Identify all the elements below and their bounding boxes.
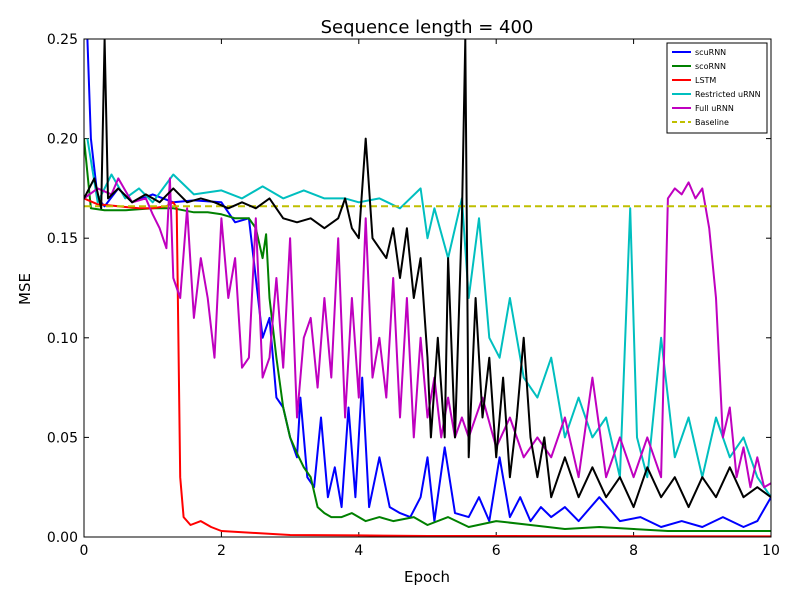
legend: scuRNN scoRNN LSTM Restricted uRNN Full uRNN… <box>666 42 768 134</box>
y-tick-label: 0.00 <box>47 530 78 546</box>
y-axis-label: MSE <box>16 273 34 305</box>
legend-entry-label: LSTM <box>695 76 716 85</box>
plot-frame <box>83 38 772 538</box>
legend-entry-label: Full uRNN <box>695 104 734 113</box>
legend-entry-label: Baseline <box>695 118 729 127</box>
series-group <box>84 39 771 537</box>
y-tick-label: 0.25 <box>47 32 78 48</box>
y-tick-label: 0.05 <box>47 430 78 446</box>
series-line-lstm <box>84 197 771 537</box>
y-tick-label: 0.15 <box>47 231 78 247</box>
legend-entry-label: scuRNN <box>695 48 726 57</box>
x-tick-label: 6 <box>492 543 501 559</box>
x-tick-label: 8 <box>629 543 638 559</box>
series-line-scurnn <box>86 39 771 528</box>
x-tick-label: 2 <box>217 543 226 559</box>
legend-entry-label: Restricted uRNN <box>695 90 761 99</box>
y-tick-label: 0.20 <box>47 132 78 148</box>
y-tick-label: 0.10 <box>47 331 78 347</box>
series-line-full-urnn <box>84 177 771 489</box>
x-tick-label: 10 <box>762 543 780 559</box>
legend-entry-label: scoRNN <box>695 62 726 71</box>
x-tick-label: 4 <box>354 543 363 559</box>
axis-ticks: 0 2 4 6 8 10 0.00 0.05 0.10 0.15 0.20 0.25 <box>47 32 780 559</box>
x-axis-label: Epoch <box>404 568 450 586</box>
series-line-scornn <box>84 138 771 532</box>
chart-title: Sequence length = 400 <box>321 17 534 38</box>
series-line-restricted-urnn <box>86 138 771 498</box>
legend-box <box>666 42 768 134</box>
x-tick-label: 0 <box>80 543 89 559</box>
series-line-unlabeled <box>84 39 771 509</box>
